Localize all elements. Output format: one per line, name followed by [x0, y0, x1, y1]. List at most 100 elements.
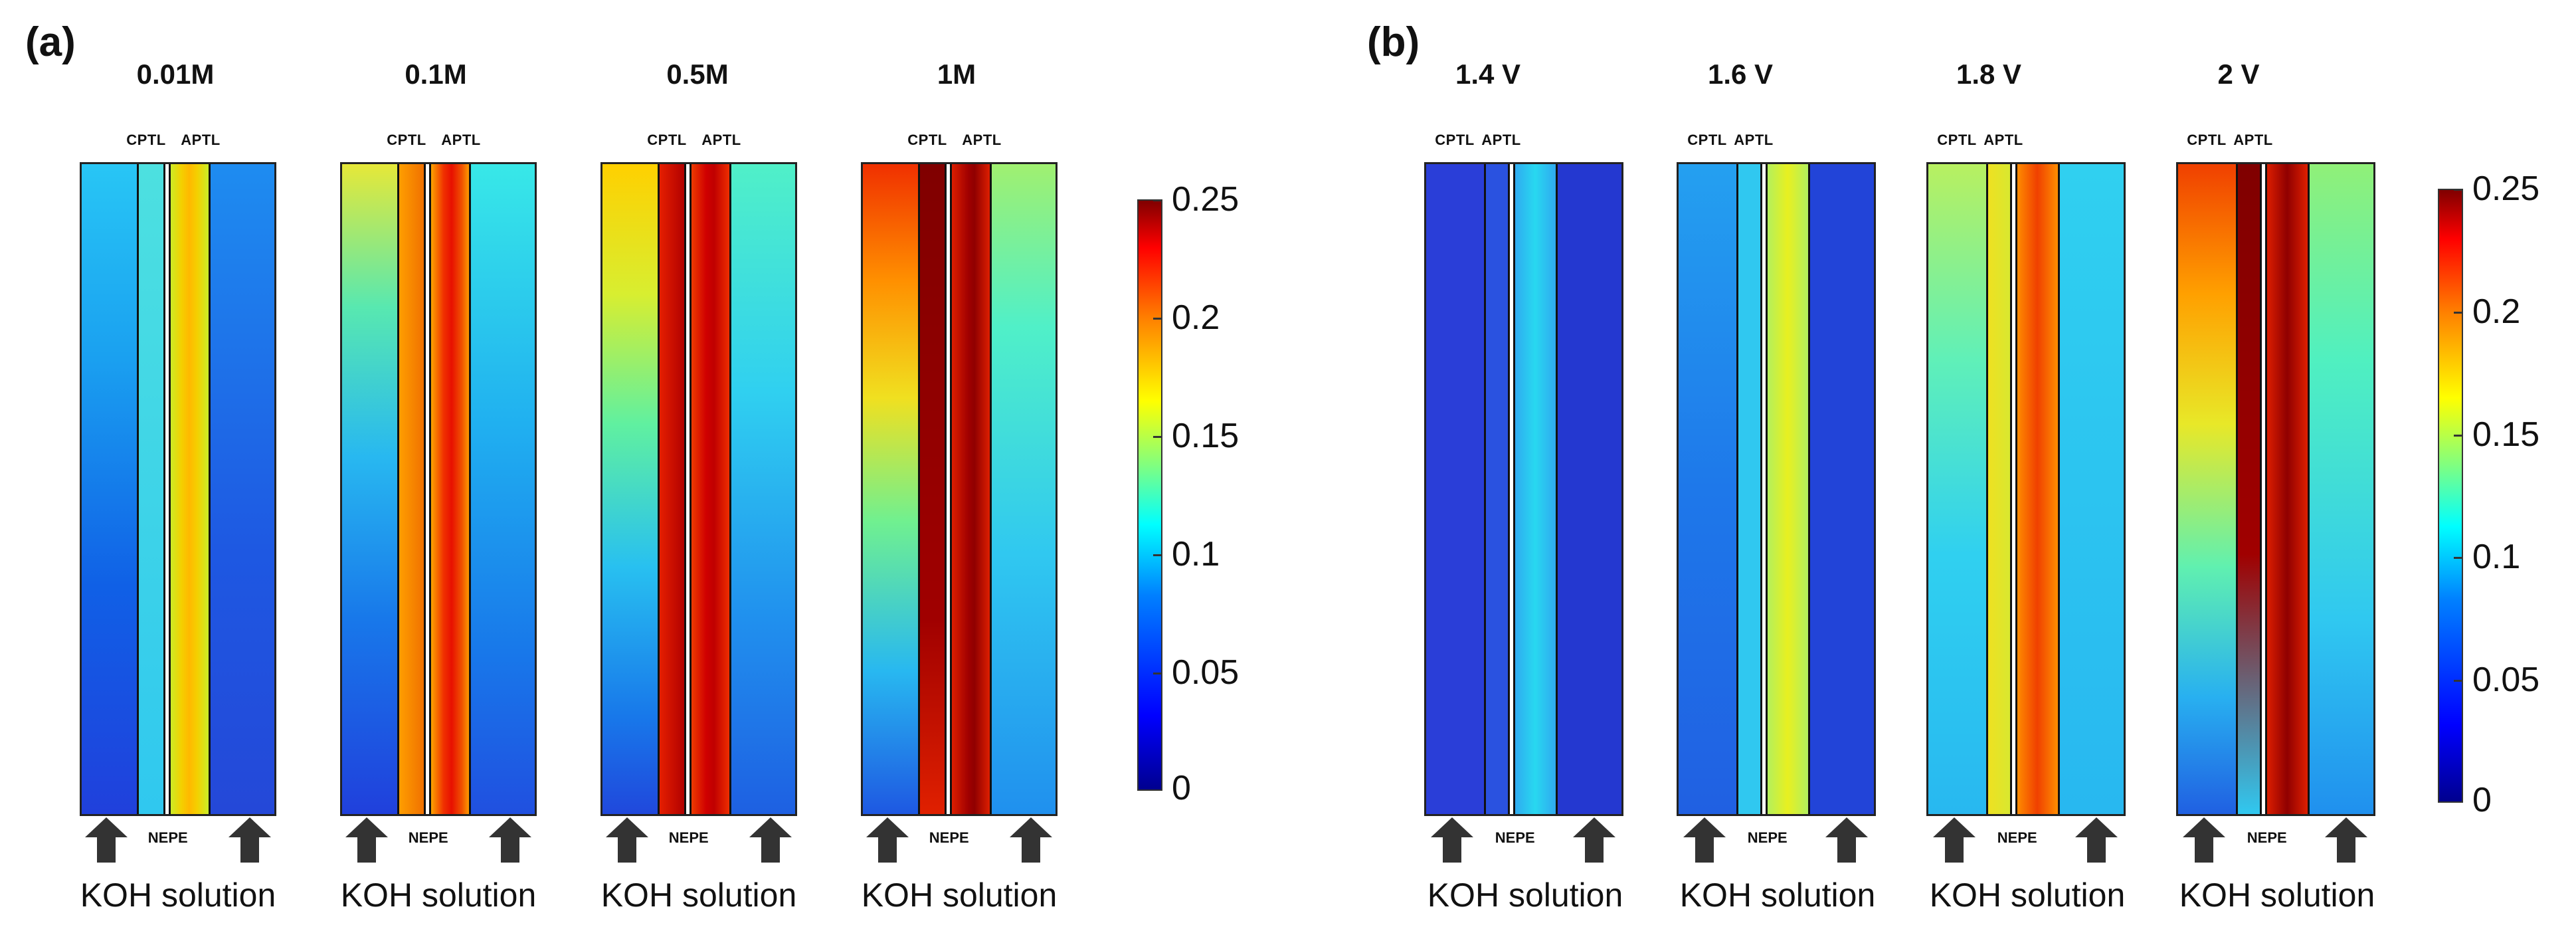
aptl-label: APTL: [701, 132, 741, 148]
colorbar-tick: [1153, 673, 1162, 674]
divider: [163, 164, 165, 814]
pe-label: PE: [1768, 829, 1788, 846]
colorbar-b-label: 0.25: [2472, 169, 2540, 208]
cptl-layer: [919, 164, 945, 814]
divider: [469, 164, 471, 814]
cptl-label: CPTL: [1687, 132, 1727, 148]
cptl-layer: [658, 164, 685, 814]
colorbar-b-label: 0.1: [2472, 538, 2521, 576]
anode-channel: [2308, 164, 2373, 814]
field-map-b-4: [2176, 162, 2375, 816]
membrane: [685, 164, 690, 814]
inflow-arrow-icon: [606, 817, 648, 863]
membrane: [945, 164, 951, 814]
divider: [945, 164, 947, 814]
cptl-label: CPTL: [647, 132, 687, 148]
aptl-layer: [430, 164, 470, 814]
colorbar-b-label: 0.2: [2472, 292, 2521, 331]
field-map-a-3: [600, 162, 797, 816]
divider: [1766, 164, 1768, 814]
cptl-layer: [1485, 164, 1509, 814]
cptl-label: CPTL: [126, 132, 166, 148]
koh-label-b-2: KOH solution: [1679, 877, 1876, 914]
colorbar-b-label: 0.05: [2472, 661, 2540, 699]
pe-label: PE: [949, 829, 969, 846]
aptl-label: APTL: [1734, 132, 1774, 148]
field-map-a-1: [80, 162, 276, 816]
divider: [1484, 164, 1486, 814]
membrane: [2011, 164, 2016, 814]
cathode-channel: [2178, 164, 2237, 814]
divider: [918, 164, 920, 814]
colorbar-tick: [2454, 557, 2463, 559]
divider: [1808, 164, 1810, 814]
divider: [169, 164, 171, 814]
divider: [429, 164, 431, 814]
koh-label-b-1: KOH solution: [1427, 877, 1623, 914]
cptl-label: CPTL: [387, 132, 426, 148]
title-a-1: 0.01M: [136, 58, 215, 90]
colorbar-tick: [1153, 318, 1162, 320]
ne-label: NE: [668, 829, 690, 846]
divider: [2260, 164, 2262, 814]
title-b-1: 1.4 V: [1455, 58, 1521, 90]
colorbar-a: [1137, 199, 1162, 791]
membrane: [1509, 164, 1514, 814]
koh-label-a-2: KOH solution: [340, 877, 537, 914]
anode-channel: [990, 164, 1056, 814]
inflow-arrow-icon: [85, 817, 128, 863]
panel-a-label: (a): [25, 19, 76, 65]
anode-channel: [470, 164, 535, 814]
title-b-4: 2 V: [2217, 58, 2260, 90]
field-map-a-4: [861, 162, 1058, 816]
cathode-channel: [342, 164, 398, 814]
aptl-layer: [2266, 164, 2308, 814]
inflow-arrow-icon: [749, 817, 792, 863]
cptl-label: CPTL: [1435, 132, 1475, 148]
cptl-layer: [1987, 164, 2011, 814]
divider: [1736, 164, 1738, 814]
pe-label: PE: [428, 829, 448, 846]
title-a-3: 0.5M: [666, 58, 729, 90]
divider: [209, 164, 211, 814]
cathode-channel: [602, 164, 658, 814]
cptl-label: CPTL: [2187, 132, 2227, 148]
aptl-layer: [169, 164, 209, 814]
inflow-arrow-icon: [2075, 817, 2118, 863]
colorbar-tick: [2454, 312, 2463, 314]
colorbar-tick: [2454, 680, 2463, 682]
divider: [1508, 164, 1510, 814]
colorbar-b-label: 0.15: [2472, 415, 2540, 454]
aptl-layer: [1514, 164, 1556, 814]
colorbar-a-label: 0.1: [1172, 535, 1220, 573]
colorbar-tick: [1153, 199, 1162, 201]
aptl-label: APTL: [962, 132, 1002, 148]
cptl-label: CPTL: [907, 132, 947, 148]
divider: [1986, 164, 1988, 814]
divider: [1513, 164, 1515, 814]
ne-label: NE: [147, 829, 169, 846]
colorbar-tick: [1153, 554, 1162, 556]
inflow-arrow-icon: [1573, 817, 1615, 863]
cathode-channel: [1679, 164, 1737, 814]
divider: [684, 164, 686, 814]
anode-channel: [2059, 164, 2124, 814]
pe-label: PE: [2017, 829, 2037, 846]
divider: [2015, 164, 2017, 814]
cathode-channel: [863, 164, 919, 814]
inflow-arrow-icon: [1431, 817, 1473, 863]
inflow-arrow-icon: [345, 817, 388, 863]
aptl-label: APTL: [2233, 132, 2273, 148]
cptl-layer: [398, 164, 424, 814]
ne-label: NE: [929, 829, 950, 846]
aptl-layer: [2016, 164, 2059, 814]
inflow-arrow-icon: [489, 817, 531, 863]
inflow-arrow-icon: [866, 817, 909, 863]
inflow-arrow-icon: [1933, 817, 1976, 863]
title-a-2: 0.1M: [405, 58, 467, 90]
koh-label-a-1: KOH solution: [80, 877, 276, 914]
pe-label: PE: [689, 829, 709, 846]
membrane: [2260, 164, 2266, 814]
membrane: [424, 164, 430, 814]
membrane: [164, 164, 169, 814]
